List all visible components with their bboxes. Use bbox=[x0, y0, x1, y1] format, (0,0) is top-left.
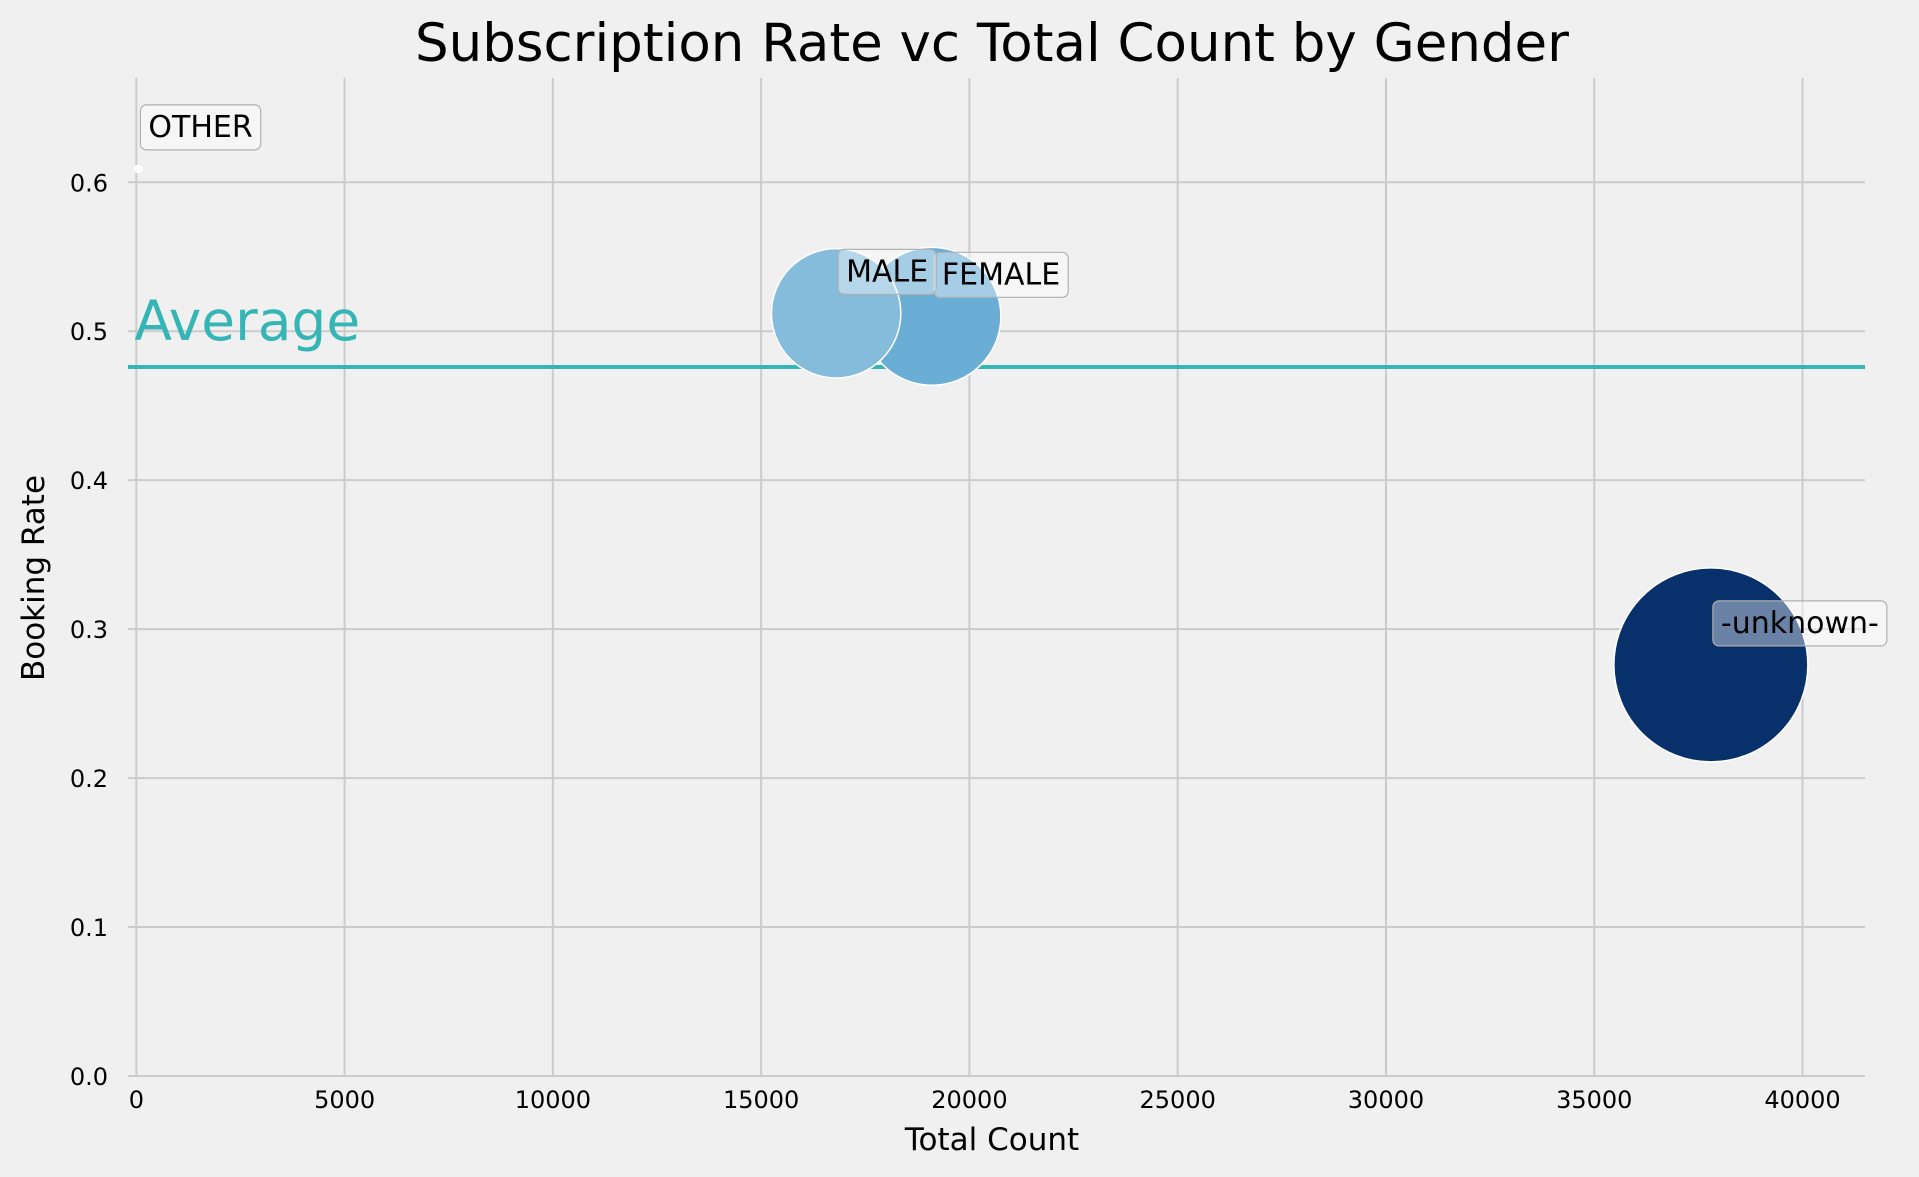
bubble-male bbox=[770, 247, 902, 379]
point-label-box bbox=[933, 251, 1069, 298]
average-line-group: Average bbox=[128, 289, 1865, 369]
bubble-unknown bbox=[1613, 567, 1809, 763]
point-label: OTHER bbox=[148, 110, 252, 145]
point-label: FEMALE bbox=[942, 257, 1060, 292]
x-tick-labels: 0 5000 10000 15000 20000 25000 30000 35000 40000 bbox=[129, 1086, 1841, 1114]
y-tick-label: 0.2 bbox=[70, 765, 108, 793]
point-label-box bbox=[139, 104, 262, 151]
average-label: Average bbox=[134, 289, 360, 353]
x-tick-label: 5000 bbox=[314, 1086, 375, 1114]
y-axis-label: Booking Rate bbox=[16, 475, 52, 681]
point-labels: OTHER -unknown- FEMALE MALE bbox=[139, 104, 1888, 647]
x-tick-label: 35000 bbox=[1556, 1086, 1632, 1114]
bubbles bbox=[134, 164, 1809, 763]
point-label: -unknown- bbox=[1721, 606, 1879, 641]
x-gridlines bbox=[135, 78, 1804, 1076]
x-tick-label: 10000 bbox=[515, 1086, 591, 1114]
bubble-other bbox=[134, 164, 143, 174]
y-tick-label: 0.5 bbox=[70, 318, 108, 346]
x-tick-label: 15000 bbox=[723, 1086, 799, 1114]
x-tick-label: 20000 bbox=[931, 1086, 1007, 1114]
point-label-box bbox=[837, 248, 937, 295]
x-axis-label: Total Count bbox=[904, 1122, 1079, 1158]
chart-title: Subscription Rate vc Total Count by Gend… bbox=[415, 13, 1569, 74]
y-tick-label: 0.6 bbox=[70, 169, 108, 197]
x-tick-label: 40000 bbox=[1764, 1086, 1840, 1114]
point-label: MALE bbox=[846, 254, 928, 289]
y-tick-label: 0.4 bbox=[70, 467, 108, 495]
y-tick-label: 0.0 bbox=[70, 1063, 108, 1091]
y-tick-labels: 0.0 0.1 0.2 0.3 0.4 0.5 0.6 bbox=[70, 169, 108, 1091]
x-tick-label: 0 bbox=[129, 1086, 144, 1114]
y-tick-label: 0.1 bbox=[70, 914, 108, 942]
y-gridlines bbox=[128, 181, 1865, 1077]
x-tick-label: 30000 bbox=[1348, 1086, 1424, 1114]
x-tick-label: 25000 bbox=[1140, 1086, 1216, 1114]
point-label-box bbox=[1712, 600, 1888, 647]
y-tick-label: 0.3 bbox=[70, 616, 108, 644]
